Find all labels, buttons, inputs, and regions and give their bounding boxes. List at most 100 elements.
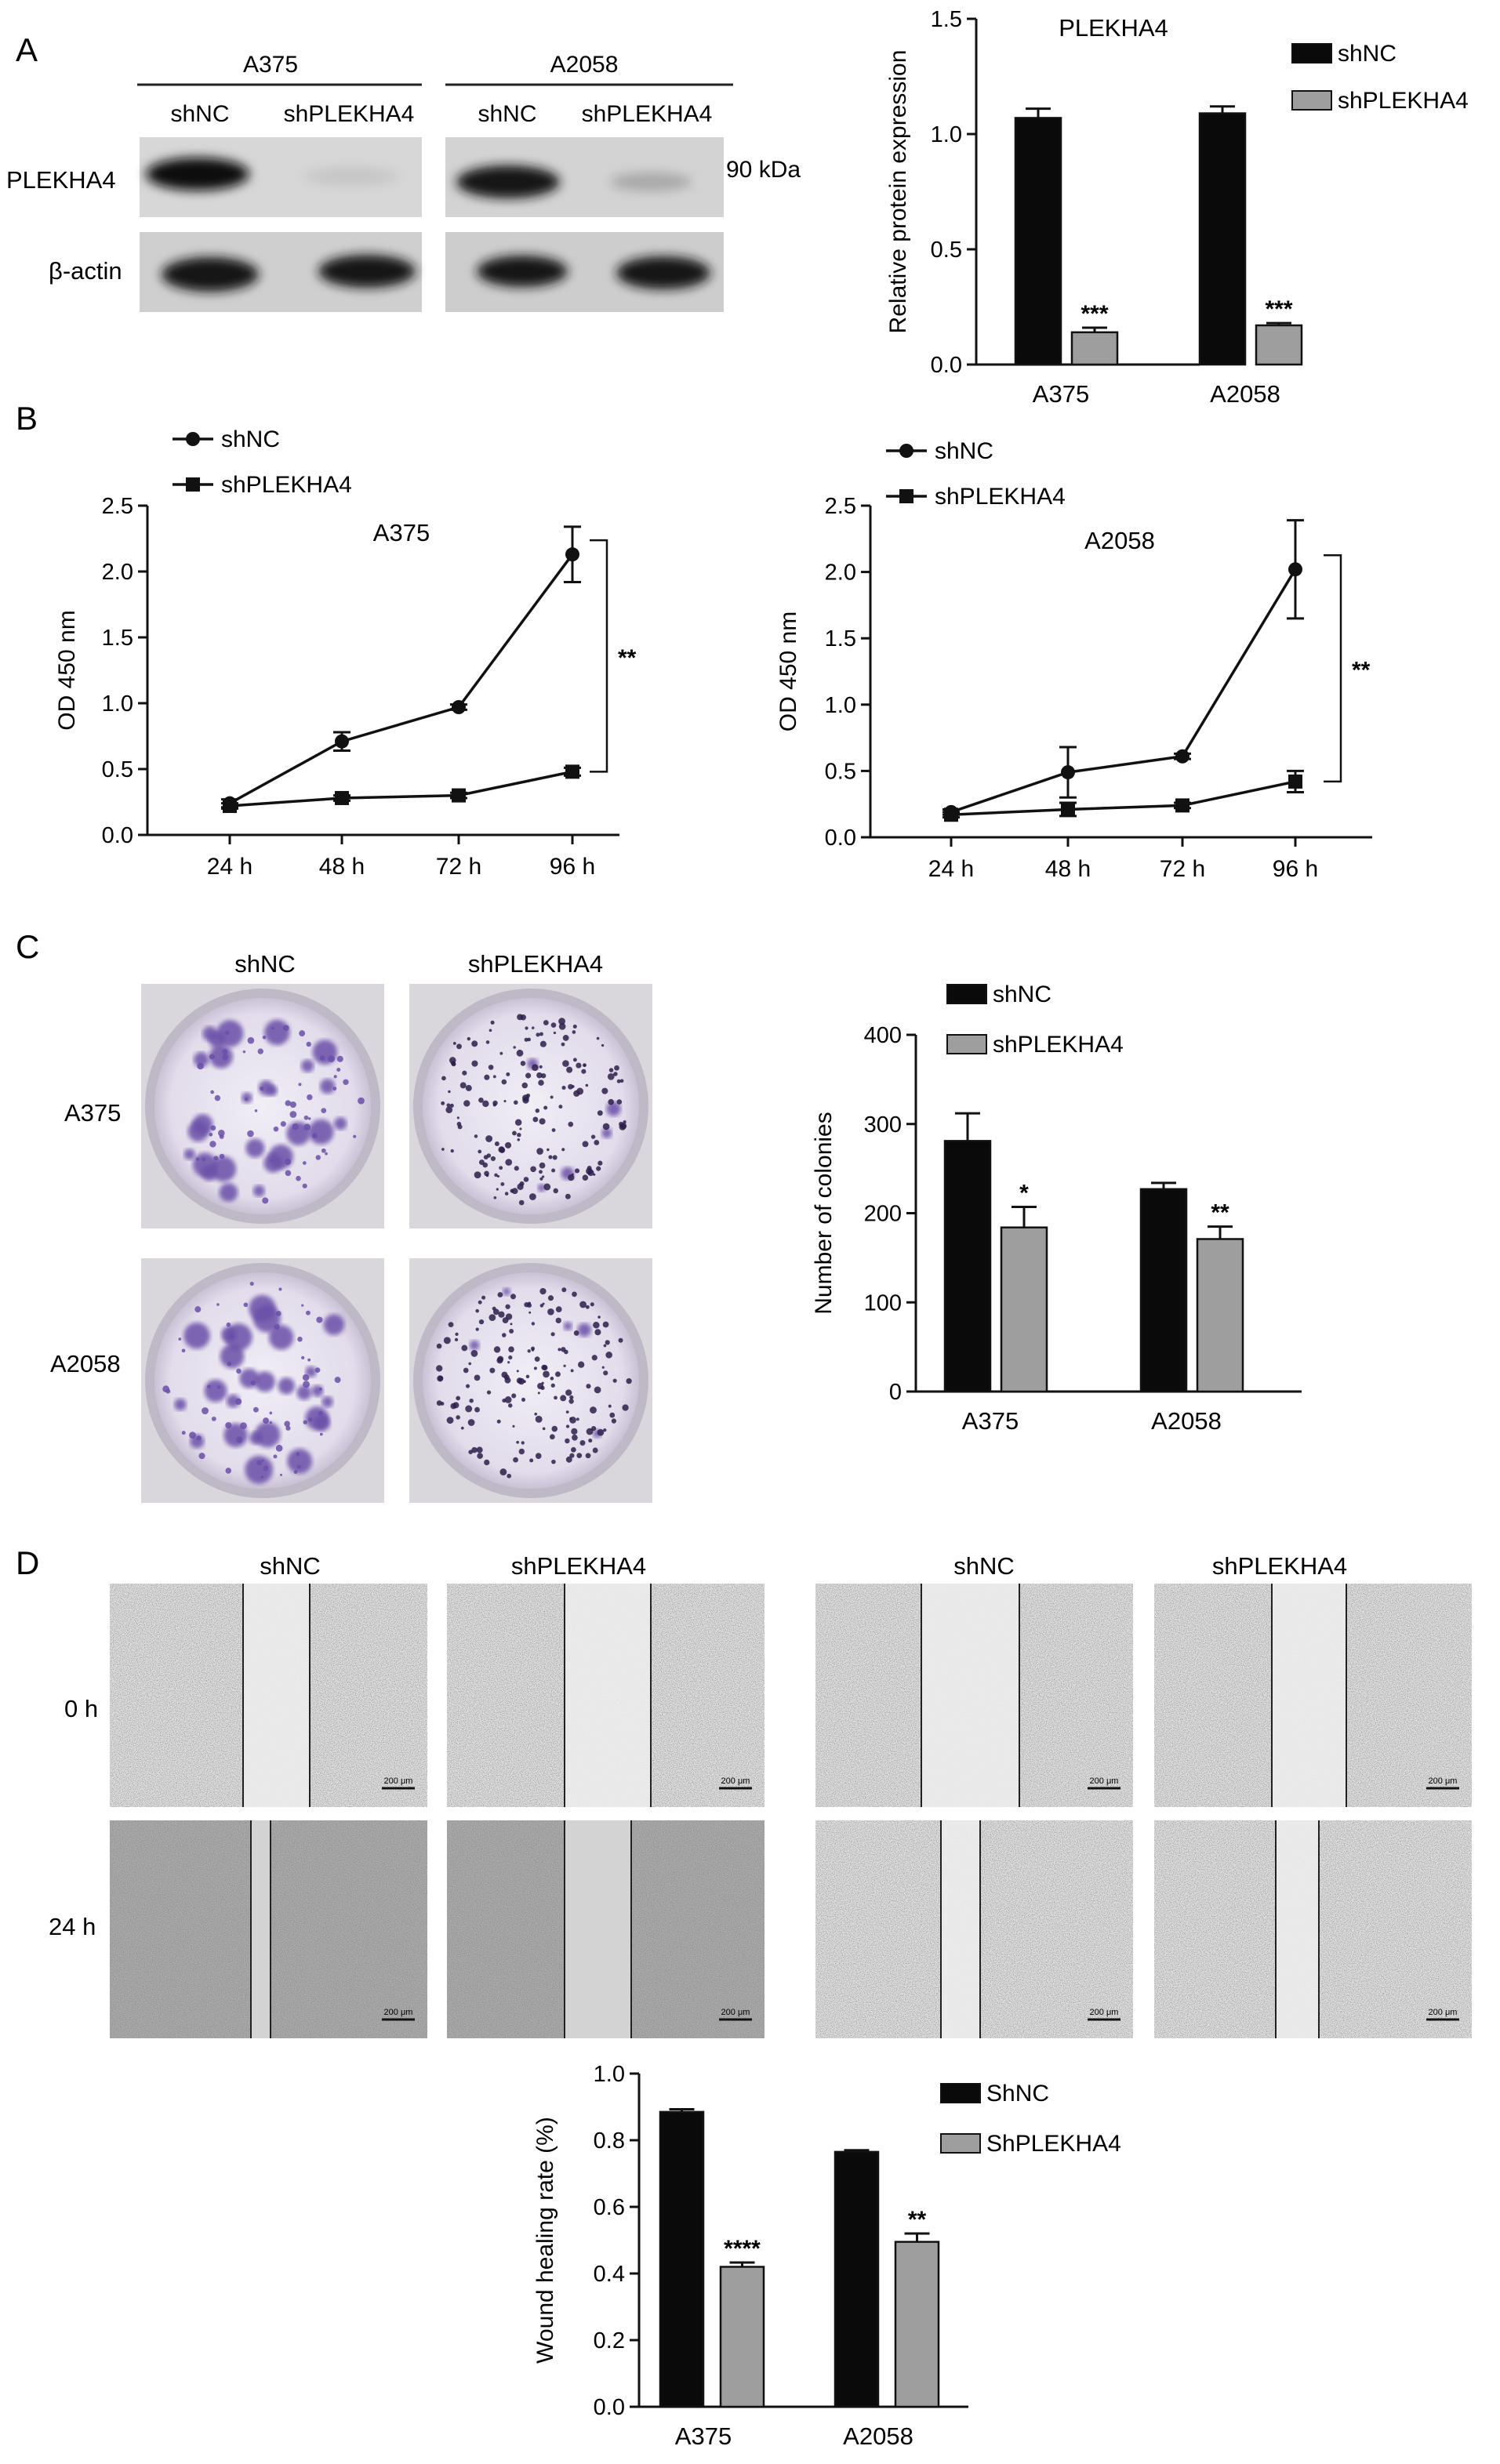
colony (226, 1394, 240, 1408)
y-tick-label: 100 (864, 1290, 902, 1315)
colony-small (601, 1366, 605, 1369)
y-tick-label: 1.0 (825, 693, 856, 718)
colony-small (521, 1441, 525, 1445)
scale-bar-label: 200 μm (384, 2008, 413, 2017)
colony-small (626, 1378, 632, 1384)
colony-small (569, 1417, 572, 1421)
scale-bar-label: 200 μm (384, 1776, 413, 1786)
wound-gap (1272, 1584, 1346, 1807)
colony-small (475, 1308, 479, 1313)
colony-small (488, 1314, 496, 1322)
colony-small (275, 1311, 281, 1316)
colony-small (217, 1385, 221, 1389)
legend-label: shPLEKHA4 (993, 1032, 1124, 1058)
colony (245, 1138, 265, 1158)
colony-small (334, 1377, 341, 1384)
colony-small (516, 1370, 519, 1373)
colony-small (492, 1075, 496, 1079)
colony-small (471, 1060, 478, 1067)
scale-bar-label: 200 μm (1429, 1776, 1458, 1786)
y-axis-label: Number of colonies (811, 1112, 837, 1314)
legend-swatch (1291, 90, 1332, 111)
colony-small (539, 1040, 547, 1047)
colony-small (470, 1350, 478, 1357)
colony-small (305, 1310, 311, 1315)
blot-lane-3: shNC (478, 101, 536, 127)
y-tick-label: 2.5 (102, 494, 133, 519)
colony-small (328, 1055, 335, 1063)
blot-band (616, 256, 710, 289)
colony-small (449, 1103, 454, 1108)
colony-small (561, 1287, 567, 1293)
colony-small (280, 1121, 286, 1127)
colony-small (554, 1371, 561, 1377)
legend-label: shNC (993, 982, 1051, 1007)
colony-small (285, 1100, 292, 1106)
colony-small (225, 1468, 232, 1474)
colony-small (448, 1322, 454, 1328)
scale-bar-label: 200 μm (721, 1776, 750, 1786)
colony-small (622, 1404, 629, 1411)
colony-small (568, 1121, 574, 1127)
colony (187, 1120, 209, 1142)
legend-swatch (940, 2133, 981, 2154)
chart-wound-healing-rate: 0.0 0.2 0.4 0.6 0.8 1.0 Wound healing rate (%)… (532, 2062, 1121, 2450)
colony-small (318, 1387, 322, 1391)
bar (834, 2150, 880, 2408)
colony-small (441, 1148, 445, 1151)
colony-small (516, 1049, 524, 1057)
colony-small (496, 1174, 500, 1178)
colony-small (474, 1171, 481, 1179)
y-tick-label: 0.0 (825, 826, 856, 851)
colony-small (462, 1070, 467, 1076)
colony-small (507, 1473, 512, 1479)
colony-small (542, 1427, 546, 1431)
colony-small (273, 1454, 278, 1459)
colony-small (478, 1300, 482, 1305)
colony-small (493, 1346, 501, 1353)
colony (606, 1101, 621, 1116)
colony-small (256, 1460, 262, 1466)
colony-small (510, 1188, 514, 1193)
colony-small (441, 1076, 446, 1081)
colony-small (292, 1123, 299, 1130)
colony (174, 1398, 187, 1411)
colony (601, 1127, 612, 1138)
colony-small (493, 1196, 497, 1199)
colony-small (537, 1392, 540, 1395)
colony (183, 1149, 195, 1160)
y-tick-label: 0.2 (594, 2328, 625, 2353)
colony-small (561, 1085, 566, 1090)
wound-col-1: shNC (260, 1552, 321, 1580)
colony-small (576, 1417, 579, 1421)
colony-small (551, 1425, 558, 1432)
blot-band (146, 158, 249, 191)
colony-small (504, 1377, 511, 1384)
colony-small (591, 1426, 597, 1432)
colony-small (578, 1361, 585, 1368)
data-point (1288, 774, 1302, 789)
colony (245, 1455, 274, 1484)
colony-small (514, 1166, 519, 1171)
colony-small (499, 1051, 503, 1055)
colony-small (603, 1344, 607, 1348)
colony-small (569, 1453, 575, 1458)
colony (301, 1059, 314, 1072)
colony-small (547, 1148, 550, 1152)
colony-small (446, 1417, 454, 1424)
colony-small (530, 1166, 536, 1173)
colony-small (209, 1054, 215, 1060)
colony-small (517, 1138, 521, 1141)
colony (305, 1406, 329, 1431)
colony-small (572, 1030, 576, 1034)
colony-small (510, 1294, 517, 1300)
colony-small (307, 1094, 313, 1101)
colony-small (571, 1173, 574, 1176)
wound-gap (251, 1820, 271, 2038)
significance-label: ** (1352, 658, 1371, 684)
colony-small (585, 1083, 589, 1087)
colony-small (285, 1425, 291, 1431)
colony-small (518, 1448, 525, 1455)
colony-small (534, 1412, 538, 1416)
panel-label-d: D (16, 1544, 39, 1581)
